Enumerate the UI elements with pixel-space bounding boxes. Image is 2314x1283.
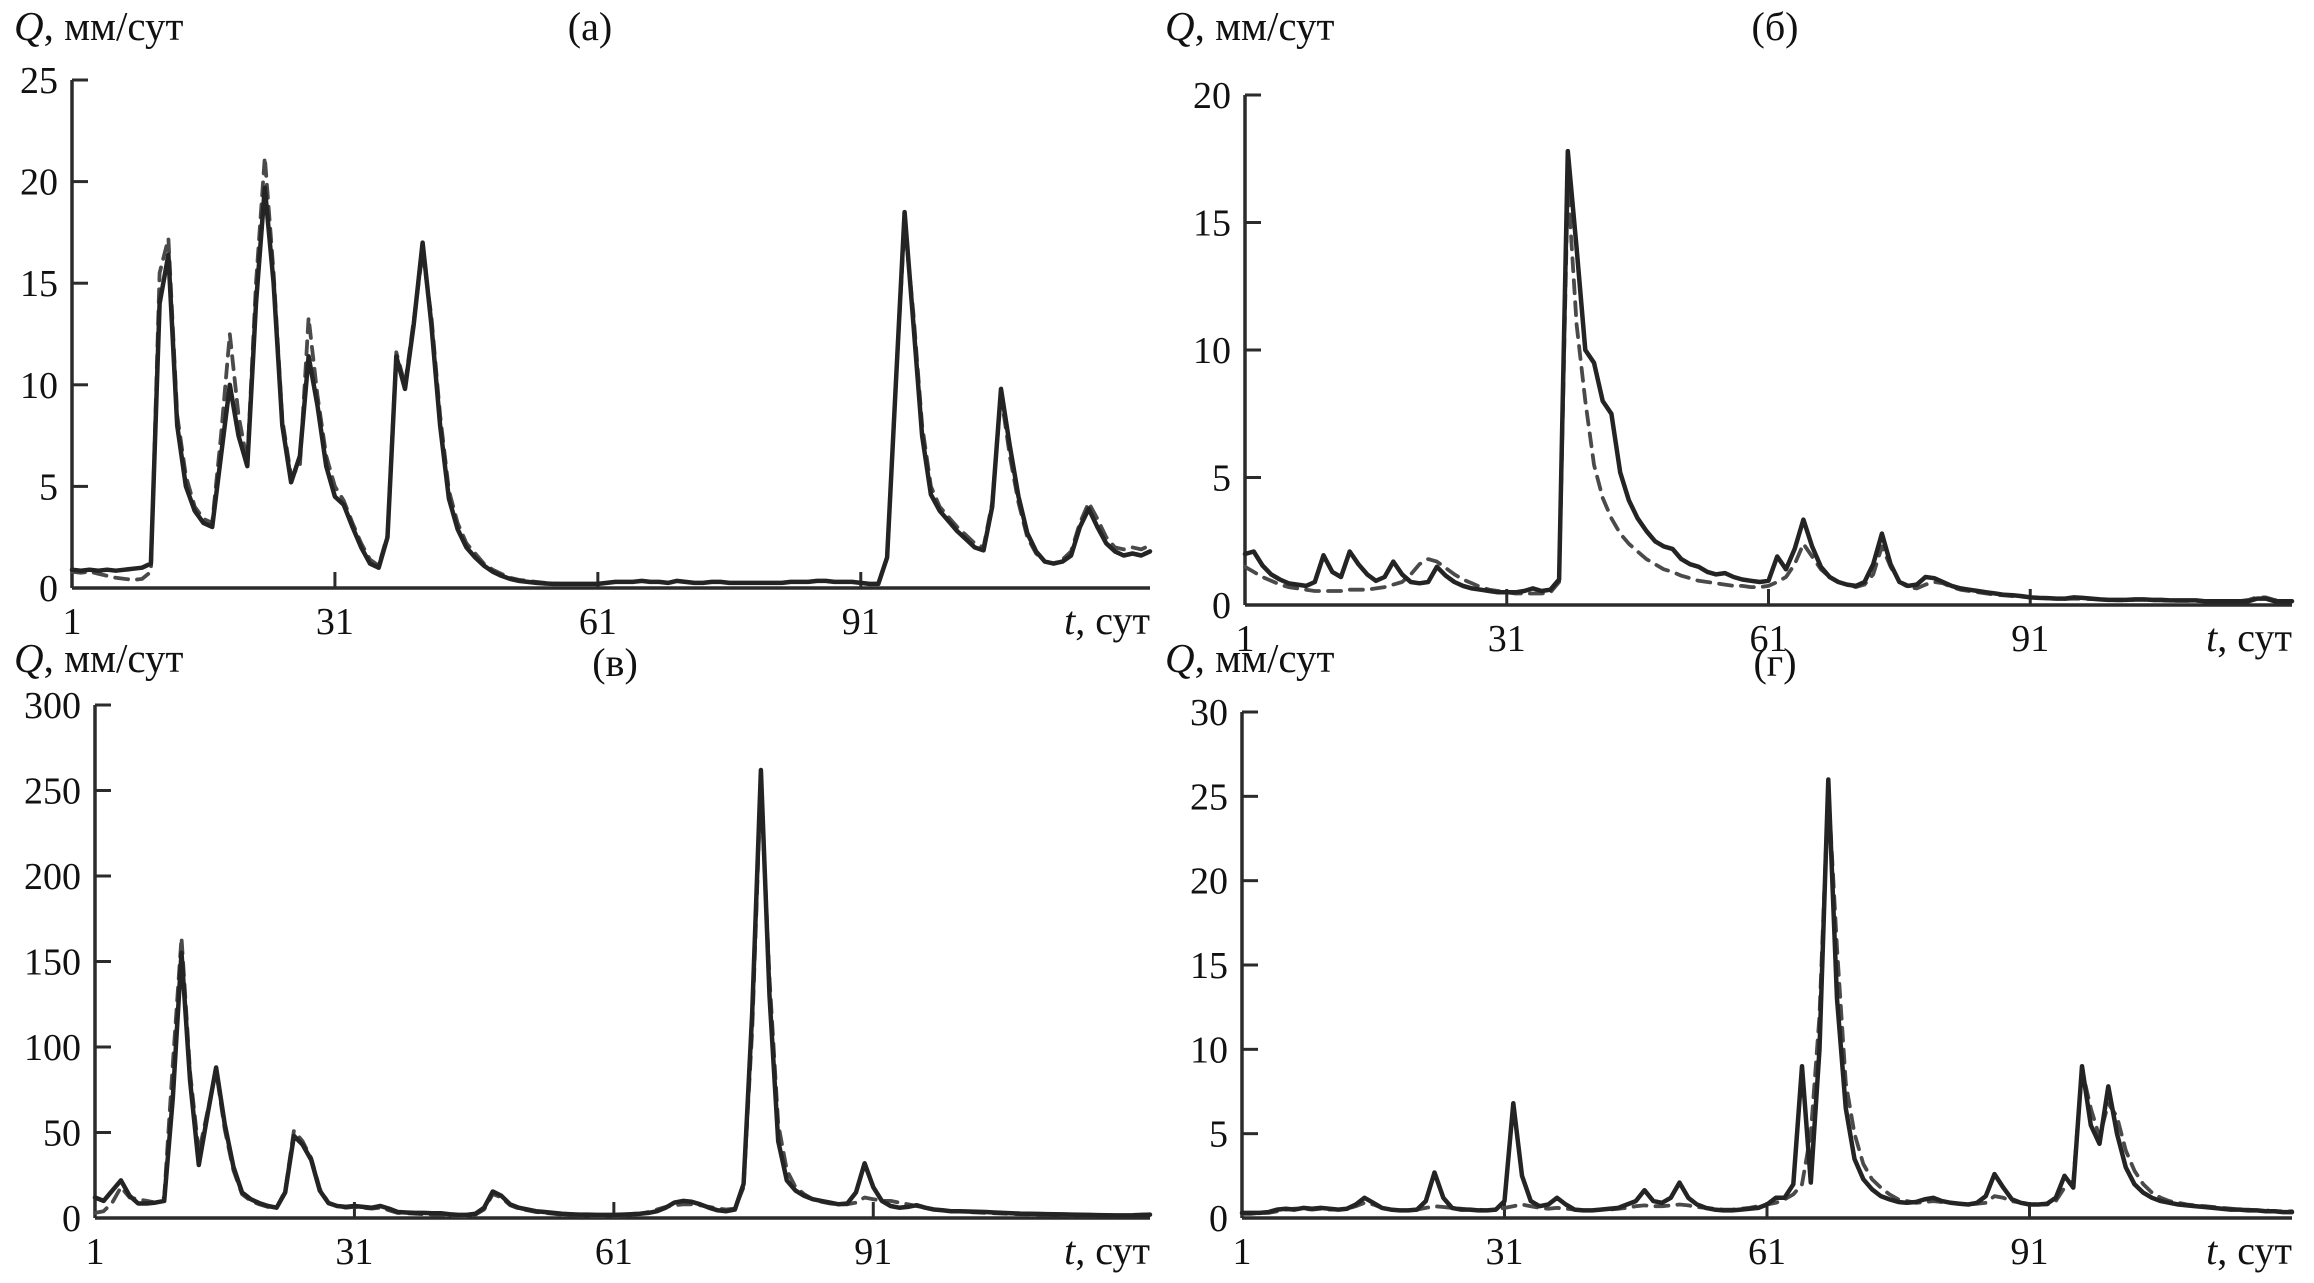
y-tick-label: 15 [1190,945,1228,987]
x-tick-label: 91 [2011,618,2049,660]
y-axis-label: Q, мм/сут [1165,635,1335,681]
y-tick-label: 50 [43,1113,81,1155]
y-tick-label: 20 [1193,75,1231,117]
y-axis-variable: Q [14,3,44,49]
y-axis-units: , мм/сут [44,635,184,681]
solid-series-line [92,767,1153,1218]
y-tick-label: 15 [1193,203,1231,245]
x-axis-label: t, сут [1064,598,1150,643]
x-axis-label: t, сут [2206,615,2292,660]
x-axis-units: , сут [2217,1228,2292,1273]
x-tick-label: 1 [1236,618,1255,660]
solid-series-line [69,185,1153,587]
x-tick-label: 61 [579,601,617,643]
dashed-series-line [1240,785,2294,1216]
x-axis-units: , сут [1075,1228,1150,1273]
y-tick-label: 150 [24,942,81,984]
dashed-series-line [93,779,1152,1219]
y-axis-label: Q, мм/сут [1165,3,1335,49]
x-tick-label: 1 [1233,1231,1252,1273]
y-tick-label: 5 [1209,1114,1228,1156]
panel-title: (г) [1753,640,1796,685]
y-tick-label: 5 [1212,458,1231,500]
y-axis-label: Q, мм/сут [14,635,184,681]
y-tick-label: 300 [24,685,81,727]
y-tick-label: 20 [1190,861,1228,903]
x-axis-label: t, сут [2206,1228,2292,1273]
y-tick-label: 0 [1212,585,1231,627]
solid-series-line [1239,777,2295,1216]
y-tick-label: 10 [1193,330,1231,372]
plot-area-v: 0 50 100 150 200 250 300 1 31 61 91 [24,685,1153,1273]
x-axis-variable: t [2206,1228,2218,1273]
y-tick-label: 100 [24,1027,81,1069]
chart-panel-a: 0 5 10 15 20 25 1 31 61 91 Q, мм/сут (а) t, сут [14,3,1153,643]
y-tick-label: 5 [39,466,58,508]
y-tick-label: 250 [24,771,81,813]
x-tick-label: 31 [1488,618,1526,660]
x-axis-variable: t [1064,1228,1076,1273]
y-tick-label: 25 [1190,776,1228,818]
chart-panel-g: 0 5 10 15 20 25 30 1 31 61 91 Q, мм/сут (г) t, сут [1165,635,2295,1273]
panel-title: (а) [568,4,612,49]
x-axis-units: , сут [1075,598,1150,643]
y-tick-label: 15 [20,263,58,305]
y-tick-label: 0 [62,1198,81,1240]
panel-title: (б) [1752,4,1799,49]
dashed-series-line [1243,182,2294,604]
y-axis-units: , мм/сут [1195,3,1335,49]
y-axis-variable: Q [1165,635,1195,681]
x-tick-label: 61 [595,1231,633,1273]
x-tick-label: 1 [63,601,82,643]
y-axis-label: Q, мм/сут [14,3,184,49]
x-tick-label: 91 [2011,1231,2049,1273]
x-axis-units: , сут [2217,615,2292,660]
x-tick-label: 61 [1748,1231,1786,1273]
y-tick-label: 200 [24,856,81,898]
plot-area-g: 0 5 10 15 20 25 30 1 31 61 91 [1190,692,2295,1273]
y-axis-units: , мм/сут [44,3,184,49]
panel-title: (в) [592,640,638,685]
y-axis-variable: Q [1165,3,1195,49]
y-tick-label: 0 [1209,1198,1228,1240]
chart-panel-b: 0 5 10 15 20 1 31 61 91 Q, мм/сут (б) t, сут [1165,3,2295,660]
x-tick-label: 1 [86,1231,105,1273]
x-tick-label: 31 [316,601,354,643]
x-axis-label: t, сут [1064,1228,1150,1273]
y-tick-label: 30 [1190,692,1228,734]
y-tick-label: 20 [20,162,58,204]
y-tick-label: 25 [20,60,58,102]
plot-area-a: 0 5 10 15 20 25 1 31 61 91 [20,60,1153,643]
y-tick-label: 10 [20,365,58,407]
y-tick-label: 10 [1190,1029,1228,1071]
y-tick-label: 0 [39,568,58,610]
x-tick-label: 31 [1486,1231,1524,1273]
x-axis-variable: t [2206,615,2218,660]
solid-series-line [1242,148,2295,604]
x-tick-label: 91 [854,1231,892,1273]
y-axis-units: , мм/сут [1195,635,1335,681]
x-tick-label: 61 [1750,618,1788,660]
x-tick-label: 31 [335,1231,373,1273]
x-axis-variable: t [1064,598,1076,643]
plot-area-b: 0 5 10 15 20 1 31 61 91 [1193,75,2295,660]
x-tick-label: 91 [842,601,880,643]
y-axis-variable: Q [14,635,44,681]
